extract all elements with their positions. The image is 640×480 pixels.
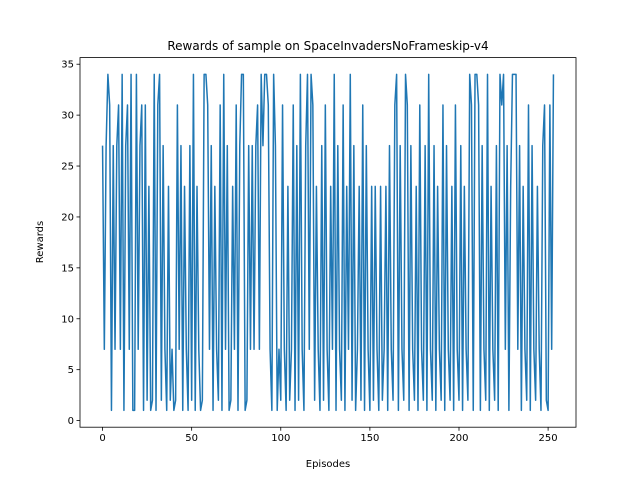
chart-title: Rewards of sample on SpaceInvadersNoFram…	[167, 39, 488, 53]
y-axis-label: Rewards	[35, 221, 46, 263]
x-tick-label: 0	[99, 433, 105, 444]
x-tick-label: 150	[360, 433, 379, 444]
x-axis-label: Episodes	[306, 459, 350, 470]
y-tick-label: 0	[68, 416, 74, 427]
y-tick-label: 35	[61, 60, 74, 71]
y-tick-label: 30	[61, 111, 74, 122]
y-tick-label: 5	[68, 365, 74, 376]
y-tick-label: 15	[61, 263, 74, 274]
axes-frame	[79, 57, 577, 428]
y-tick-label: 25	[61, 162, 74, 173]
plot-area: 0 50 100 150 200 250 0 5 10 15 20 25 30 35	[61, 57, 577, 444]
y-tick-label: 20	[61, 212, 74, 223]
x-tick-label: 50	[185, 433, 198, 444]
y-tick-label: 10	[61, 314, 74, 325]
x-tick-label: 200	[449, 433, 468, 444]
x-tick-label: 250	[539, 433, 558, 444]
x-tick-label: 100	[271, 433, 290, 444]
data-line	[101, 73, 555, 412]
